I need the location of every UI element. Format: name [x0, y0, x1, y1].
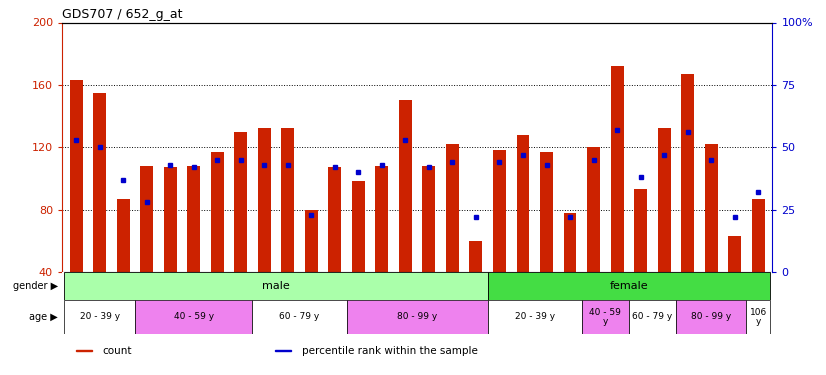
Bar: [282, 129, 294, 272]
Text: 20 - 39 y: 20 - 39 y: [79, 312, 120, 321]
Text: 40 - 59 y: 40 - 59 y: [173, 312, 214, 321]
Bar: [540, 152, 553, 272]
Bar: [253, 300, 347, 334]
Bar: [563, 213, 577, 272]
Bar: [258, 129, 271, 272]
Bar: [422, 166, 435, 272]
Bar: [188, 166, 200, 272]
Bar: [487, 300, 582, 334]
Bar: [375, 166, 388, 272]
Text: GDS707 / 652_g_at: GDS707 / 652_g_at: [62, 8, 183, 21]
Bar: [69, 80, 83, 272]
Text: 106
y: 106 y: [749, 308, 767, 326]
Text: age ▶: age ▶: [29, 312, 58, 322]
Bar: [729, 236, 741, 272]
Bar: [516, 135, 529, 272]
Bar: [211, 152, 224, 272]
Bar: [347, 300, 487, 334]
Bar: [446, 144, 459, 272]
Bar: [752, 199, 765, 272]
Text: 40 - 59
y: 40 - 59 y: [590, 308, 621, 326]
Bar: [582, 300, 629, 334]
Text: male: male: [262, 281, 290, 291]
Bar: [329, 168, 341, 272]
Bar: [93, 93, 106, 272]
Bar: [235, 132, 247, 272]
Bar: [76, 350, 93, 351]
Bar: [140, 166, 153, 272]
Text: 60 - 79 y: 60 - 79 y: [279, 312, 320, 321]
Bar: [657, 129, 671, 272]
Text: female: female: [610, 281, 648, 291]
Bar: [164, 168, 177, 272]
Bar: [469, 241, 482, 272]
Bar: [610, 66, 624, 272]
Text: 80 - 99 y: 80 - 99 y: [397, 312, 437, 321]
Bar: [352, 182, 365, 272]
Text: 80 - 99 y: 80 - 99 y: [691, 312, 731, 321]
Bar: [305, 210, 318, 272]
Bar: [275, 350, 291, 351]
Bar: [116, 199, 130, 272]
Bar: [681, 74, 694, 272]
Text: gender ▶: gender ▶: [12, 281, 58, 291]
Bar: [64, 300, 135, 334]
Bar: [493, 150, 506, 272]
Bar: [487, 272, 770, 300]
Bar: [747, 300, 770, 334]
Bar: [634, 189, 647, 272]
Text: 20 - 39 y: 20 - 39 y: [515, 312, 555, 321]
Bar: [587, 147, 600, 272]
Text: count: count: [102, 346, 132, 355]
Bar: [629, 300, 676, 334]
Bar: [705, 144, 718, 272]
Bar: [135, 300, 253, 334]
Bar: [676, 300, 747, 334]
Text: 60 - 79 y: 60 - 79 y: [632, 312, 672, 321]
Text: percentile rank within the sample: percentile rank within the sample: [301, 346, 477, 355]
Bar: [64, 272, 487, 300]
Bar: [399, 100, 412, 272]
